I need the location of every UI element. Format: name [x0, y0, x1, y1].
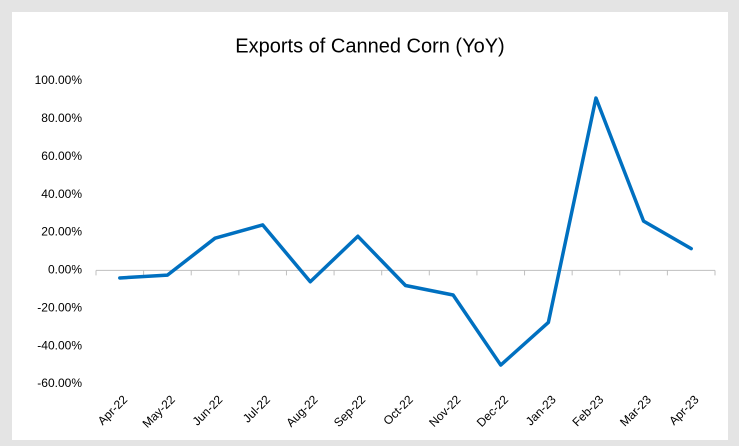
y-tick-label: 40.00% — [41, 187, 82, 201]
chart-area — [12, 12, 728, 440]
y-tick-label: 100.00% — [35, 73, 83, 87]
line-series — [118, 96, 693, 367]
y-tick-label: -60.00% — [37, 376, 82, 390]
y-tick-label: 60.00% — [41, 149, 82, 163]
chart-title: Exports of Canned Corn (YoY) — [235, 35, 504, 57]
y-tick-label: 80.00% — [41, 111, 82, 125]
y-tick-label: 0.00% — [48, 263, 82, 277]
y-tick-label: 20.00% — [41, 225, 82, 239]
y-tick-label: -20.00% — [37, 300, 82, 314]
y-tick-label: -40.00% — [37, 338, 82, 352]
